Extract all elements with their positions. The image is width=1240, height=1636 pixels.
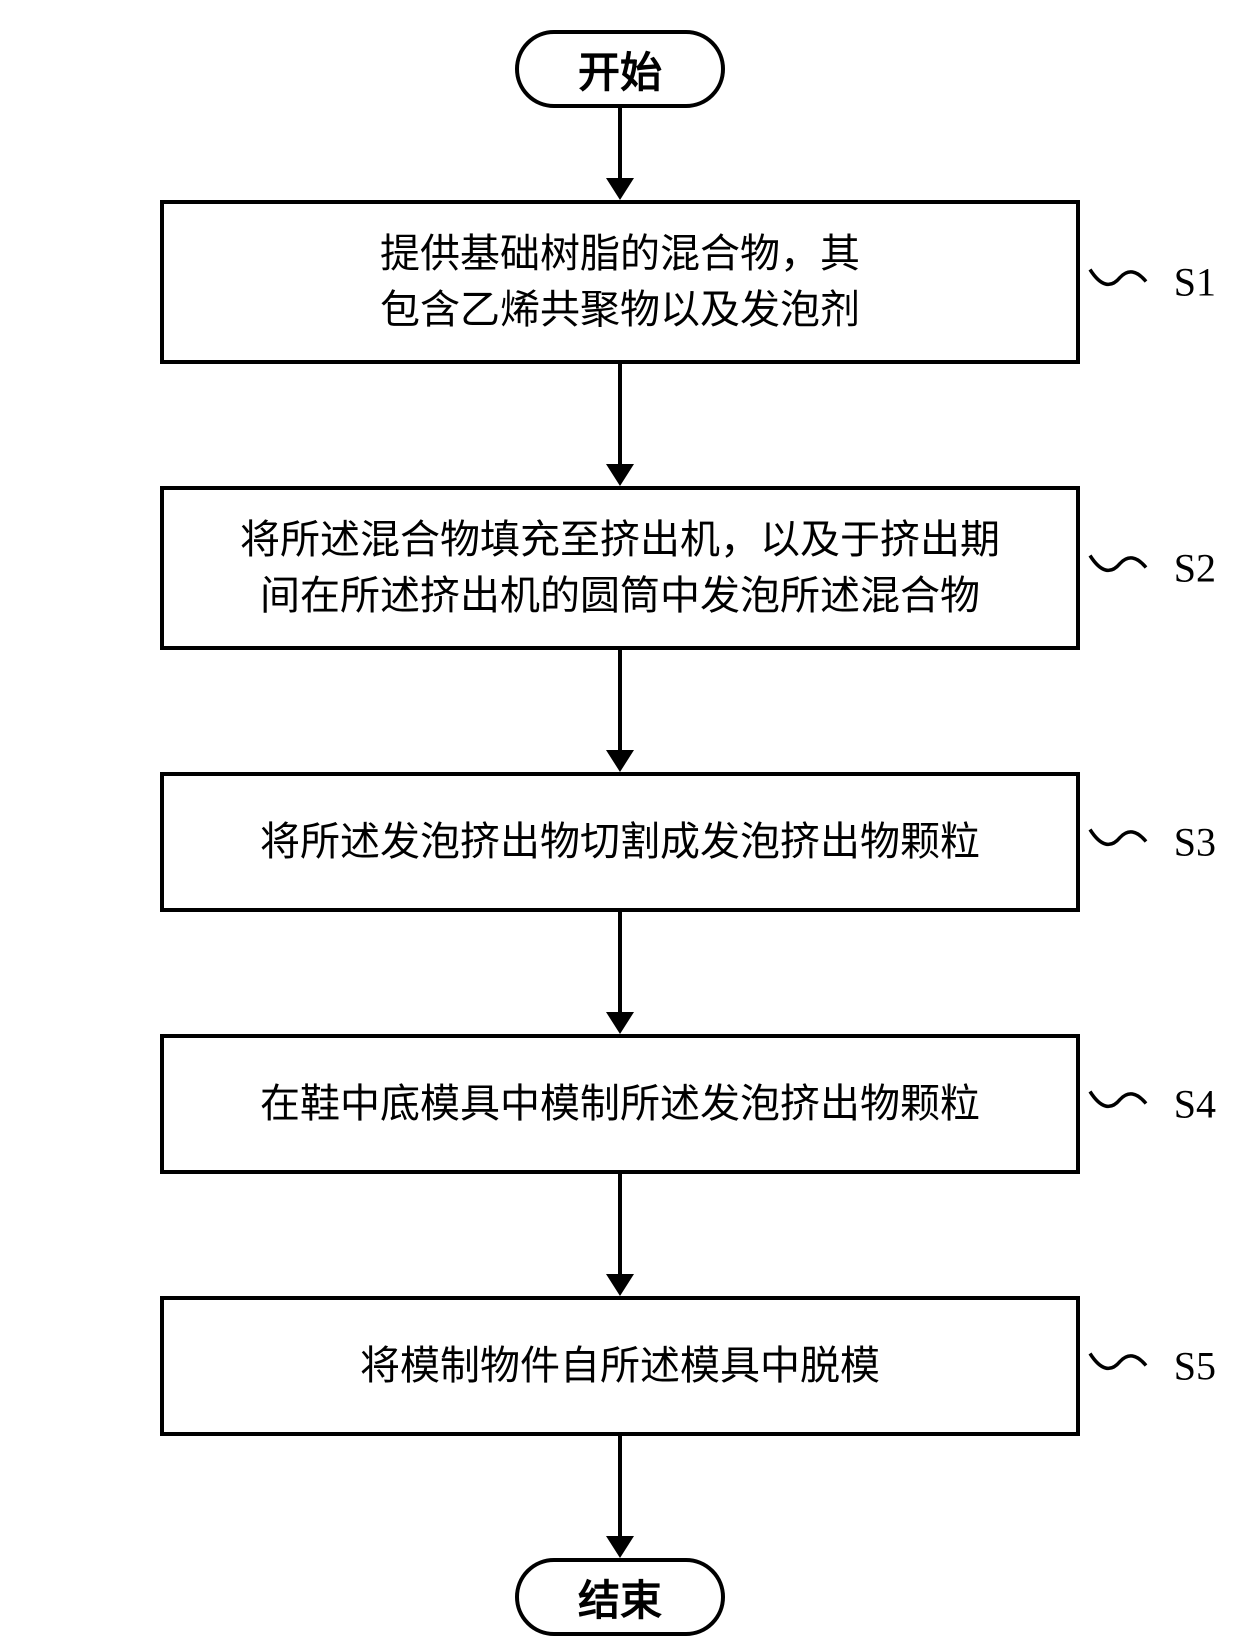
arrow-s3-s4 — [80, 912, 1160, 1034]
step-s4: 在鞋中底模具中模制所述发泡挤出物颗粒 S4 — [160, 1034, 1080, 1174]
step-label-s3: S3 — [1174, 819, 1216, 866]
step-text: 将模制物件自所述模具中脱模 — [194, 1338, 1046, 1394]
connector-s1 — [1088, 260, 1148, 305]
start-label: 开始 — [578, 39, 662, 100]
step-text: 在鞋中底模具中模制所述发泡挤出物颗粒 — [194, 1076, 1046, 1132]
step-label-s5: S5 — [1174, 1343, 1216, 1390]
step-label-s2: S2 — [1174, 545, 1216, 592]
start-terminal: 开始 — [515, 30, 725, 108]
end-terminal: 结束 — [515, 1558, 725, 1636]
step-text: 将所述发泡挤出物切割成发泡挤出物颗粒 — [194, 814, 1046, 870]
step-label-s1: S1 — [1174, 259, 1216, 306]
connector-s3 — [1088, 820, 1148, 865]
step-s3: 将所述发泡挤出物切割成发泡挤出物颗粒 S3 — [160, 772, 1080, 912]
arrow-s2-s3 — [80, 650, 1160, 772]
arrow-start-s1 — [80, 108, 1160, 200]
step-text: 将所述混合物填充至挤出机，以及于挤出期 — [194, 512, 1046, 568]
arrow-s1-s2 — [80, 364, 1160, 486]
connector-s4 — [1088, 1082, 1148, 1127]
connector-s5 — [1088, 1344, 1148, 1389]
step-s5: 将模制物件自所述模具中脱模 S5 — [160, 1296, 1080, 1436]
step-s1: 提供基础树脂的混合物，其 包含乙烯共聚物以及发泡剂 S1 — [160, 200, 1080, 364]
arrow-s5-end — [80, 1436, 1160, 1558]
step-text: 包含乙烯共聚物以及发泡剂 — [194, 282, 1046, 338]
step-text: 间在所述挤出机的圆筒中发泡所述混合物 — [194, 568, 1046, 624]
connector-s2 — [1088, 546, 1148, 591]
step-text: 提供基础树脂的混合物，其 — [194, 226, 1046, 282]
step-label-s4: S4 — [1174, 1081, 1216, 1128]
step-s2: 将所述混合物填充至挤出机，以及于挤出期 间在所述挤出机的圆筒中发泡所述混合物 S… — [160, 486, 1080, 650]
end-label: 结束 — [578, 1567, 662, 1628]
flowchart-container: 开始 提供基础树脂的混合物，其 包含乙烯共聚物以及发泡剂 S1 将所述混合物填充… — [80, 30, 1160, 1636]
arrow-s4-s5 — [80, 1174, 1160, 1296]
